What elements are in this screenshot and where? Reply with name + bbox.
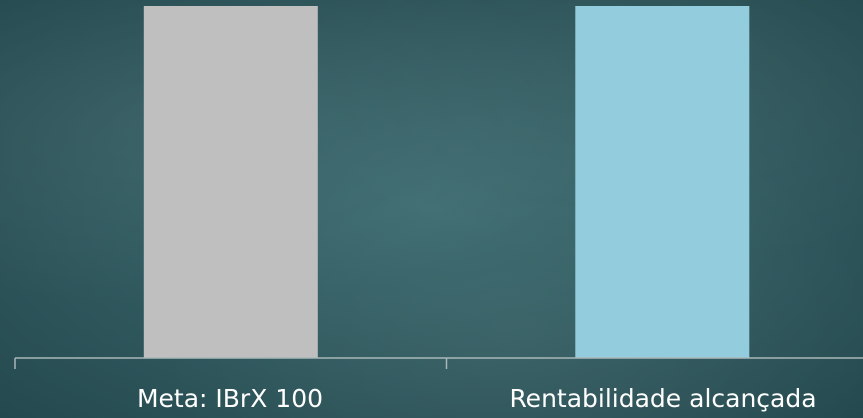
x-tick-label-rentabilidade-alcancada: Rentabilidade alcançada — [509, 384, 816, 413]
bars — [143, 6, 750, 358]
bar-rentabilidade-alcancada — [575, 6, 750, 358]
x-axis-labels: Meta: IBrX 100 Rentabilidade alcançada — [137, 384, 817, 413]
bar-meta-ibrx-100 — [143, 6, 318, 358]
x-axis-ticks — [14, 358, 448, 369]
x-tick-label-meta-ibrx-100: Meta: IBrX 100 — [137, 384, 323, 413]
